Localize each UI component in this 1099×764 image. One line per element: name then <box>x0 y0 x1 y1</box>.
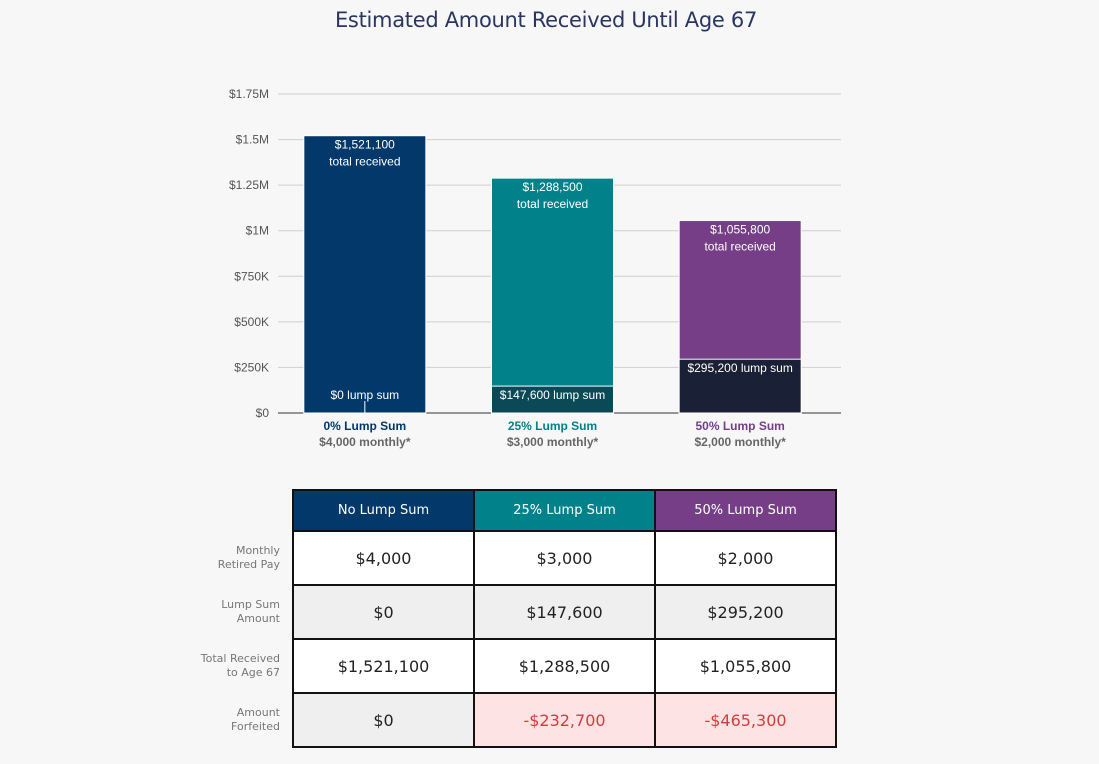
column-header-25-lump-sum: 25% Lump Sum <box>473 489 656 532</box>
table-cell: $4,000 <box>292 530 475 586</box>
table-cell: $1,288,500 <box>473 638 656 694</box>
y-tick-label: $0 <box>256 406 270 420</box>
row-label-line: Retired Pay <box>217 558 280 571</box>
row-label-line: to Age 67 <box>226 666 280 679</box>
bar-lump-sum <box>491 385 614 414</box>
category-label: 50% Lump Sum <box>695 419 784 433</box>
data-label-total: $1,288,500 <box>522 180 582 194</box>
table-cell-negative: -$465,300 <box>654 692 837 748</box>
category-sublabel: $3,000 monthly* <box>507 435 599 449</box>
category-sublabel: $4,000 monthly* <box>319 435 411 449</box>
table-cell: $3,000 <box>473 530 656 586</box>
table-cell: $147,600 <box>473 584 656 640</box>
table-row: Total Received to Age 67 $1,521,100 $1,2… <box>190 638 837 694</box>
bar-lump-sum <box>678 358 802 414</box>
y-tick-label: $1.5M <box>236 133 269 147</box>
bar-chart: $0 $250K $500K $750K $1M $1.25M $1.5M $1.75M $1,… <box>229 87 841 449</box>
table-row: Lump Sum Amount $0 $147,600 $295,200 <box>190 584 837 640</box>
row-label-monthly-retired-pay: Monthly Retired Pay <box>190 531 293 585</box>
table-header-row: No Lump Sum 25% Lump Sum 50% Lump Sum <box>190 489 837 532</box>
column-header-50-lump-sum: 50% Lump Sum <box>654 489 837 532</box>
table-cell: $1,521,100 <box>292 638 475 694</box>
bar-total <box>303 135 427 414</box>
row-label-amount-forfeited: Amount Forfeited <box>190 693 293 747</box>
row-label-line: Total Received <box>200 652 280 665</box>
column-header-no-lump-sum: No Lump Sum <box>292 489 475 532</box>
data-label-total: $1,055,800 <box>710 223 770 237</box>
category-label: 25% Lump Sum <box>508 419 597 433</box>
table-cell: $295,200 <box>654 584 837 640</box>
y-tick-label: $500K <box>234 315 269 329</box>
y-tick-label: $1.75M <box>229 87 269 101</box>
category-label: 0% Lump Sum <box>323 419 406 433</box>
row-label-lump-sum-amount: Lump Sum Amount <box>190 585 293 639</box>
row-label-line: Monthly <box>235 544 280 557</box>
table-row: Amount Forfeited $0 -$232,700 -$465,300 <box>190 692 837 748</box>
category-sublabel: $2,000 monthly* <box>694 435 786 449</box>
data-label-lump-sum: $295,200 lump sum <box>687 361 792 375</box>
page-title: Estimated Amount Received Until Age 67 <box>334 8 758 32</box>
table-cell-negative: -$232,700 <box>473 692 656 748</box>
data-label-lump-sum: $147,600 lump sum <box>500 388 605 402</box>
summary-table-wrap: No Lump Sum 25% Lump Sum 50% Lump Sum Mo… <box>190 489 837 748</box>
row-label-line: Forfeited <box>231 720 280 733</box>
table-cell: $0 <box>292 692 475 748</box>
data-label-total-suffix: total received <box>704 240 775 254</box>
table-cell: $2,000 <box>654 530 837 586</box>
y-tick-label: $1.25M <box>229 178 269 192</box>
data-label-lump-sum: $0 lump sum <box>330 388 399 402</box>
table-cell: $1,055,800 <box>654 638 837 694</box>
data-label-total: $1,521,100 <box>335 138 395 152</box>
y-tick-label: $750K <box>234 269 269 283</box>
bar-total <box>491 177 614 414</box>
y-tick-label: $1M <box>246 224 269 238</box>
row-label-total-received: Total Received to Age 67 <box>190 639 293 693</box>
table-corner <box>190 490 293 531</box>
table-cell: $0 <box>292 584 475 640</box>
row-label-line: Amount <box>236 612 280 625</box>
row-label-line: Amount <box>236 706 280 719</box>
data-label-total-suffix: total received <box>517 197 588 211</box>
data-label-total-suffix: total received <box>329 155 400 169</box>
summary-table: No Lump Sum 25% Lump Sum 50% Lump Sum Mo… <box>190 489 837 748</box>
row-label-line: Lump Sum <box>221 598 280 611</box>
table-row: Monthly Retired Pay $4,000 $3,000 $2,000 <box>190 530 837 586</box>
y-tick-label: $250K <box>234 360 269 374</box>
